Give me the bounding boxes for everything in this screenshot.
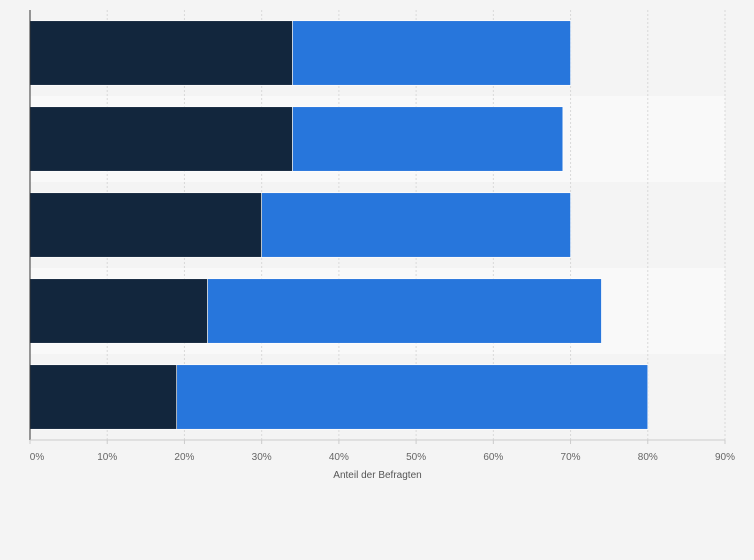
bar-series-1-row-4[interactable] xyxy=(29,278,208,344)
x-axis-title: Anteil der Befragten xyxy=(333,470,421,481)
x-tick-label: 60% xyxy=(483,452,503,463)
axes xyxy=(29,10,725,441)
x-tick-label: 20% xyxy=(174,452,194,463)
x-tick-label: 90% xyxy=(715,452,735,463)
bar-series-2-row-1[interactable] xyxy=(292,20,571,86)
bar-series-2-row-4[interactable] xyxy=(207,278,602,344)
bar-series-1-row-1[interactable] xyxy=(29,20,293,86)
x-tick-label: 50% xyxy=(406,452,426,463)
x-tick-label: 40% xyxy=(329,452,349,463)
x-tick-label: 80% xyxy=(638,452,658,463)
x-tick-label: 10% xyxy=(97,452,117,463)
x-tick-labels: 0% 10% 20% 30% 40% 50% 60% 70% 80% 90% xyxy=(29,440,735,463)
x-tick-label: 70% xyxy=(561,452,581,463)
bar-series-1-row-2[interactable] xyxy=(29,106,293,172)
bar-series-2-row-3[interactable] xyxy=(261,192,571,258)
bar-series-1-row-3[interactable] xyxy=(29,192,262,258)
x-tick-label: 30% xyxy=(252,452,272,463)
bar-series-2-row-2[interactable] xyxy=(292,106,564,172)
x-tick-label: 0% xyxy=(30,452,45,463)
bars xyxy=(29,20,649,430)
bar-series-1-row-5[interactable] xyxy=(29,364,178,430)
bar-series-2-row-5[interactable] xyxy=(176,364,649,430)
